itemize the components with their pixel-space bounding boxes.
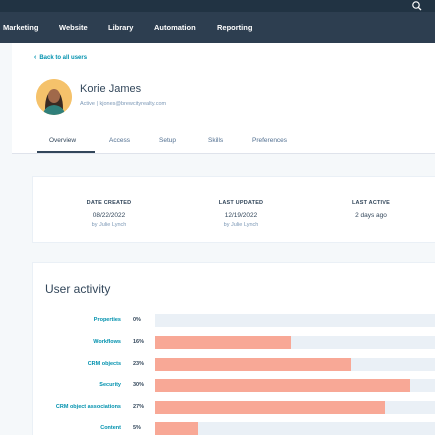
tab-skills[interactable]: Skills: [208, 137, 224, 144]
user-meta: Active | kjones@brewcityrealty.com: [80, 101, 166, 107]
activity-label[interactable]: CRM object associations: [55, 404, 121, 410]
user-status: Active: [80, 101, 95, 107]
chevron-left-icon: ‹: [34, 54, 37, 61]
stat-sub: by Julie Lynch: [91, 222, 127, 228]
activity-row: Content 5%: [33, 422, 435, 435]
activity-label[interactable]: Security: [99, 382, 121, 388]
activity-row: Security 30%: [33, 379, 435, 392]
main-navigation: Marketing Website Library Automation Rep…: [0, 12, 435, 43]
activity-bar: [155, 401, 385, 414]
activity-track: [155, 314, 435, 327]
tab-setup[interactable]: Setup: [159, 137, 176, 144]
activity-track: [155, 358, 435, 371]
user-profile-header: ‹ Back to all users Korie James Active | …: [12, 43, 435, 154]
user-name: Korie James: [80, 83, 142, 95]
tab-preferences[interactable]: Preferences: [252, 137, 288, 144]
user-stats-card: DATE CREATED 08/22/2022 by Julie Lynch L…: [32, 176, 435, 243]
stat-label: DATE CREATED: [86, 200, 132, 206]
activity-track: [155, 401, 435, 414]
activity-label[interactable]: Content: [100, 425, 121, 431]
nav-reporting[interactable]: Reporting: [217, 23, 253, 32]
activity-row: Properties 0%: [33, 314, 435, 327]
activity-bar: [155, 336, 292, 349]
activity-bar: [155, 422, 198, 435]
nav-library[interactable]: Library: [108, 23, 134, 32]
stat-label: LAST ACTIVE: [351, 200, 391, 206]
activity-percent: 5%: [133, 425, 141, 431]
activity-label[interactable]: Properties: [93, 317, 121, 323]
activity-bar: [155, 379, 411, 392]
nav-website[interactable]: Website: [59, 23, 88, 32]
tab-access[interactable]: Access: [109, 137, 130, 144]
activity-track: [155, 336, 435, 349]
stat-value: 12/19/2022: [224, 212, 258, 219]
activity-track: [155, 422, 435, 435]
activity-bar: [155, 358, 351, 371]
active-tab-indicator: [37, 151, 95, 153]
activity-row: Workflows 16%: [33, 336, 435, 349]
activity-track: [155, 379, 435, 392]
stat-label: LAST UPDATED: [218, 200, 264, 206]
user-avatar-icon: [36, 79, 72, 115]
nav-automation[interactable]: Automation: [154, 23, 196, 32]
stat-value: 2 days ago: [355, 212, 387, 219]
user-email: kjones@brewcityrealty.com: [99, 101, 167, 107]
activity-label[interactable]: Workflows: [93, 339, 121, 345]
top-utility-bar: [0, 0, 435, 12]
user-activity-card: User activity Properties 0% Workflows 16…: [32, 262, 435, 435]
stat-sub: by Julie Lynch: [223, 222, 259, 228]
activity-percent: 16%: [133, 339, 145, 345]
back-to-users-link[interactable]: ‹ Back to all users: [34, 54, 87, 61]
activity-percent: 23%: [133, 361, 145, 367]
nav-marketing[interactable]: Marketing: [3, 23, 39, 32]
tab-overview[interactable]: Overview: [49, 137, 77, 144]
activity-label[interactable]: CRM objects: [87, 361, 121, 367]
back-link-label: Back to all users: [39, 55, 88, 61]
tab-divider: [12, 153, 435, 154]
avatar: [36, 79, 72, 115]
activity-title: User activity: [45, 282, 111, 296]
activity-percent: 27%: [133, 404, 145, 410]
stat-value: 08/22/2022: [92, 212, 126, 219]
activity-row: CRM object associations 27%: [33, 401, 435, 414]
meta-separator: |: [96, 101, 100, 107]
activity-row: CRM objects 23%: [33, 358, 435, 371]
activity-percent: 0%: [133, 317, 141, 323]
activity-percent: 30%: [133, 382, 145, 388]
search-icon[interactable]: [411, 0, 423, 12]
